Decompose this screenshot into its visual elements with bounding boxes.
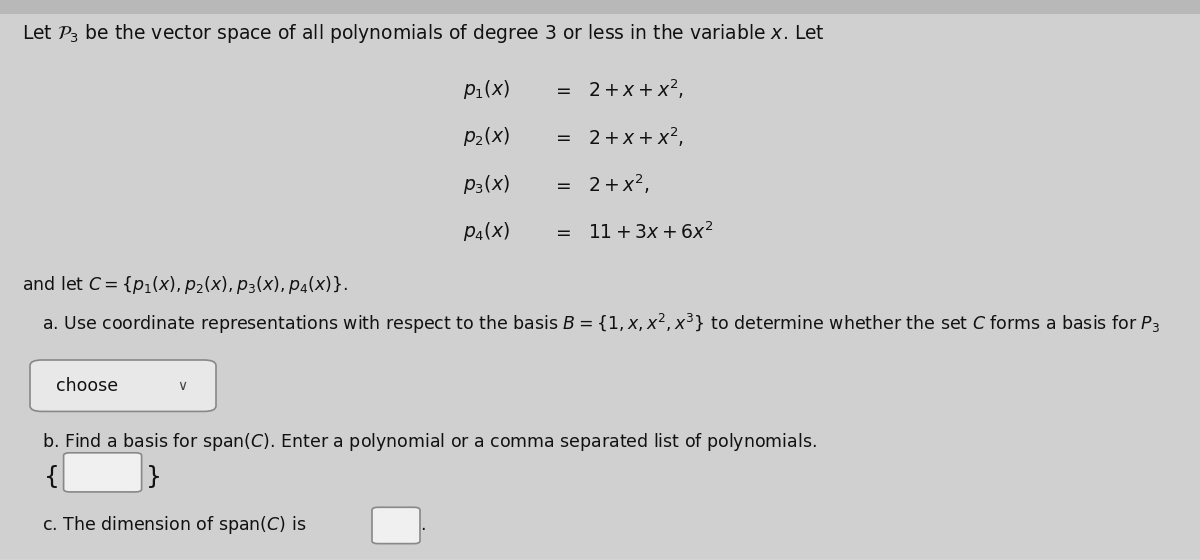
Text: $=$: $=$ <box>552 127 571 146</box>
Text: $2 + x + x^2,$: $2 + x + x^2,$ <box>588 125 684 149</box>
Text: choose: choose <box>56 377 119 395</box>
Text: Let $\mathcal{P}_3$ be the vector space of all polynomials of degree 3 or less i: Let $\mathcal{P}_3$ be the vector space … <box>22 22 824 45</box>
FancyBboxPatch shape <box>64 453 142 492</box>
Text: $=$: $=$ <box>552 175 571 194</box>
Text: and let $C = \{p_1(x), p_2(x), p_3(x), p_4(x)\}.$: and let $C = \{p_1(x), p_2(x), p_3(x), p… <box>22 274 348 296</box>
FancyBboxPatch shape <box>30 360 216 411</box>
FancyBboxPatch shape <box>0 0 1200 14</box>
Text: $\{$: $\{$ <box>43 463 58 490</box>
Text: $p_1(x)$: $p_1(x)$ <box>463 78 510 101</box>
Text: a. Use coordinate representations with respect to the basis $B = \{1, x, x^2, x^: a. Use coordinate representations with r… <box>42 312 1160 337</box>
Text: $2 + x^2,$: $2 + x^2,$ <box>588 173 650 196</box>
Text: $p_4(x)$: $p_4(x)$ <box>463 220 510 244</box>
Text: $p_3(x)$: $p_3(x)$ <box>463 173 510 196</box>
Text: ∨: ∨ <box>178 378 187 393</box>
Text: c. The dimension of $\mathrm{span}(C)$ is: c. The dimension of $\mathrm{span}(C)$ i… <box>42 514 306 537</box>
Text: .: . <box>420 517 426 534</box>
Text: $=$: $=$ <box>552 80 571 99</box>
Text: $p_2(x)$: $p_2(x)$ <box>463 125 510 149</box>
Text: $2 + x + x^2,$: $2 + x + x^2,$ <box>588 78 684 101</box>
FancyBboxPatch shape <box>372 508 420 543</box>
Text: $11 + 3x + 6x^2$: $11 + 3x + 6x^2$ <box>588 221 714 243</box>
Text: $=$: $=$ <box>552 222 571 241</box>
Text: $\}$: $\}$ <box>145 463 160 490</box>
Text: b. Find a basis for $\mathrm{span}(C)$. Enter a polynomial or a comma separated : b. Find a basis for $\mathrm{span}(C)$. … <box>42 430 817 453</box>
